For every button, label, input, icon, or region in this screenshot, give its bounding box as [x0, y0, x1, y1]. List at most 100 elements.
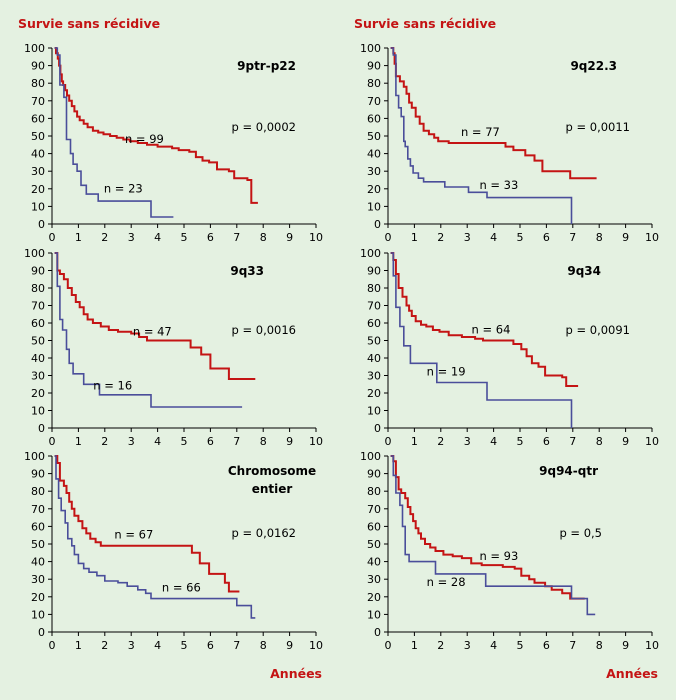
x-tick-label: 4 [154, 231, 161, 244]
x-tick-label: 6 [207, 435, 214, 448]
y-tick-label: 10 [31, 200, 45, 213]
red-survival-curve [390, 455, 585, 600]
km-panel-6: Années 0 10 20 30 40 50 60 70 80 90 100 0 1 2 3 4 5 6 7 8 9 10… [360, 450, 659, 681]
panel-title: 9q22.3 [570, 59, 617, 73]
y-tick-label: 0 [38, 422, 45, 435]
y-tick-label: 20 [31, 183, 45, 196]
x-axis-title: Années [270, 666, 322, 681]
y-tick-label: 90 [31, 60, 45, 73]
x-tick-label: 10 [645, 231, 659, 244]
x-tick-label: 9 [622, 639, 629, 652]
x-tick-label: 7 [233, 435, 240, 448]
km-panel-2: Survie sans récidive01020304050607080901… [354, 16, 659, 244]
x-tick-label: 10 [645, 435, 659, 448]
y-tick-label: 10 [367, 405, 381, 418]
blue-survival-curve [390, 455, 596, 616]
x-tick-label: 9 [286, 639, 293, 652]
y-tick-label: 0 [374, 218, 381, 231]
y-tick-label: 70 [31, 300, 45, 313]
panel-title: 9q34 [567, 264, 601, 278]
y-tick-label: 80 [31, 282, 45, 295]
x-tick-label: 3 [128, 435, 135, 448]
x-tick-label: 6 [543, 639, 550, 652]
panel-title: 9q94-qtr [539, 464, 598, 478]
y-tick-label: 60 [367, 520, 381, 533]
x-tick-label: 1 [75, 639, 82, 652]
y-tick-label: 40 [367, 556, 381, 569]
p-value: p = 0,0091 [566, 323, 631, 337]
x-tick-label: 5 [181, 231, 188, 244]
series-label: n = 19 [427, 365, 466, 379]
x-axis-title: Années [606, 666, 658, 681]
x-tick-label: 1 [411, 435, 418, 448]
y-tick-label: 10 [31, 608, 45, 621]
y-tick-label: 70 [367, 95, 381, 108]
series-label: n = 64 [472, 323, 511, 337]
x-tick-label: 3 [464, 231, 471, 244]
y-tick-label: 10 [367, 200, 381, 213]
y-tick-label: 40 [31, 556, 45, 569]
y-tick-label: 80 [367, 77, 381, 90]
y-tick-label: 50 [367, 538, 381, 551]
x-tick-label: 10 [309, 639, 323, 652]
panel-title: 9ptr-p22 [237, 59, 296, 73]
x-tick-label: 6 [207, 231, 214, 244]
y-tick-label: 40 [367, 148, 381, 161]
y-tick-label: 20 [31, 591, 45, 604]
y-tick-label: 0 [38, 626, 45, 639]
y-tick-label: 60 [367, 112, 381, 125]
y-tick-label: 40 [367, 352, 381, 365]
p-value: p = 0,0016 [232, 323, 297, 337]
x-tick-label: 7 [233, 639, 240, 652]
x-tick-label: 5 [517, 231, 524, 244]
y-axis-title: Survie sans récidive [354, 16, 496, 31]
red-survival-curve [54, 455, 240, 593]
x-tick-label: 8 [596, 435, 603, 448]
y-tick-label: 70 [367, 503, 381, 516]
x-tick-label: 1 [75, 231, 82, 244]
red-survival-curve [390, 252, 579, 387]
x-tick-label: 0 [385, 639, 392, 652]
y-tick-label: 20 [367, 591, 381, 604]
x-tick-label: 1 [411, 231, 418, 244]
blue-survival-curve [390, 252, 573, 428]
x-tick-label: 4 [490, 231, 497, 244]
x-tick-label: 3 [128, 231, 135, 244]
x-tick-label: 4 [490, 639, 497, 652]
y-tick-label: 80 [31, 485, 45, 498]
series-label: n = 99 [125, 132, 164, 146]
y-tick-label: 50 [31, 335, 45, 348]
series-label: n = 47 [133, 324, 172, 338]
red-survival-curve [54, 252, 256, 380]
x-tick-label: 6 [543, 231, 550, 244]
y-tick-label: 30 [367, 573, 381, 586]
y-tick-label: 100 [24, 42, 45, 55]
y-tick-label: 100 [24, 450, 45, 463]
x-tick-label: 8 [260, 639, 267, 652]
x-tick-label: 1 [411, 639, 418, 652]
x-tick-label: 2 [101, 435, 108, 448]
x-tick-label: 2 [437, 435, 444, 448]
y-tick-label: 100 [360, 247, 381, 260]
x-tick-label: 4 [154, 639, 161, 652]
y-tick-label: 90 [31, 468, 45, 481]
x-tick-label: 0 [49, 639, 56, 652]
x-tick-label: 10 [309, 435, 323, 448]
y-tick-label: 10 [31, 405, 45, 418]
x-tick-label: 5 [517, 639, 524, 652]
y-tick-label: 50 [31, 538, 45, 551]
y-tick-label: 50 [367, 130, 381, 143]
y-tick-label: 0 [374, 626, 381, 639]
y-tick-label: 20 [367, 183, 381, 196]
series-label: n = 28 [427, 575, 466, 589]
x-tick-label: 6 [207, 639, 214, 652]
x-tick-label: 9 [286, 231, 293, 244]
y-tick-label: 100 [360, 450, 381, 463]
x-tick-label: 3 [464, 639, 471, 652]
y-tick-label: 0 [38, 218, 45, 231]
p-value: p = 0,0162 [232, 526, 297, 540]
y-tick-label: 20 [367, 387, 381, 400]
y-tick-label: 30 [31, 370, 45, 383]
x-tick-label: 5 [181, 435, 188, 448]
